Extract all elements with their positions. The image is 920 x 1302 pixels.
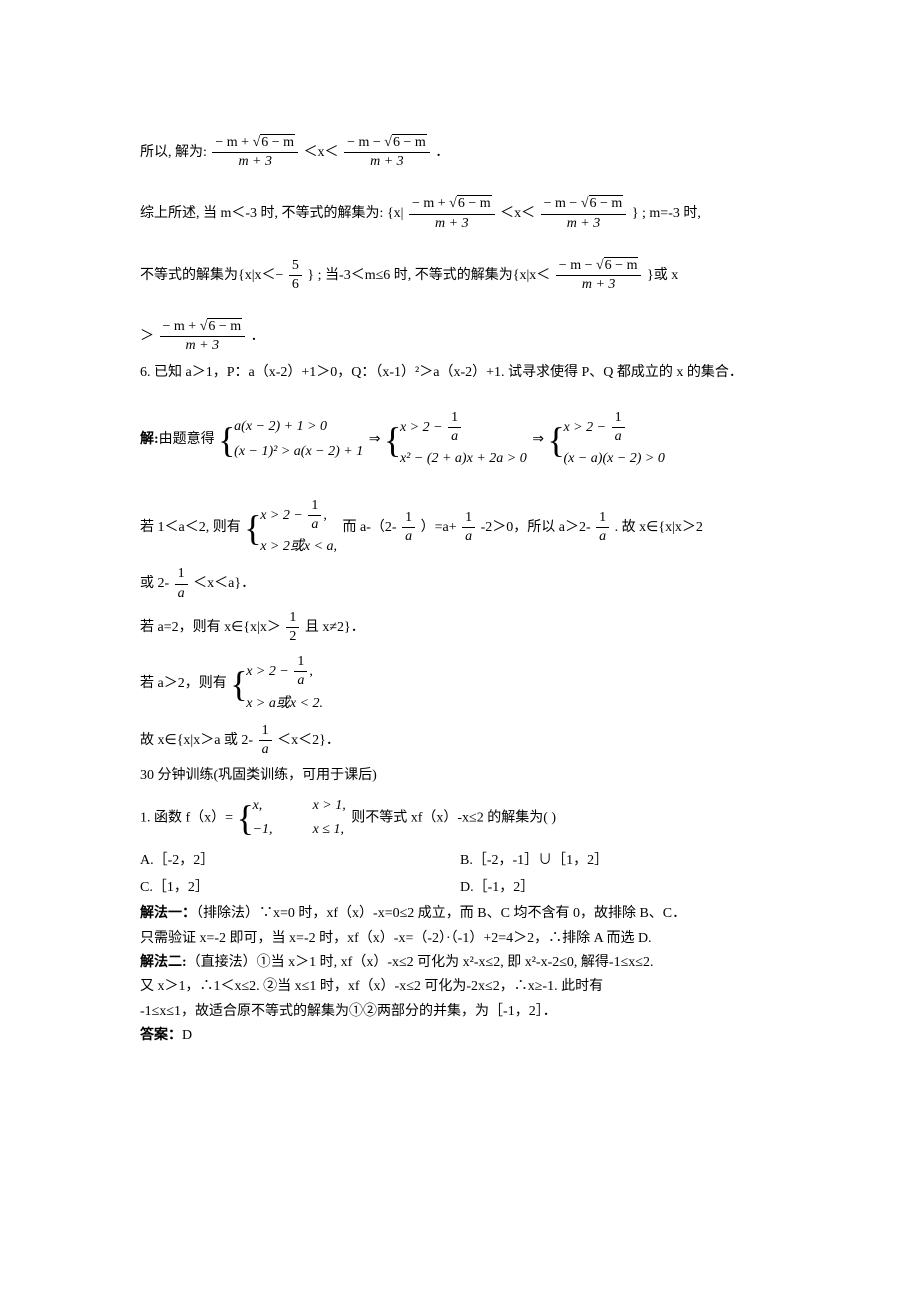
problem-6: 6. 已知 a＞1，P：a（x-2）+1＞0，Q：（x-1）²＞a（x-2）+1… <box>140 362 780 384</box>
para-summary-2: 不等式的解集为{x|x＜− 5 6 } ; 当-3＜m≤6 时, 不等式的解集为… <box>140 257 780 294</box>
fraction: − m − 6 − m m + 3 <box>556 257 642 294</box>
equation-system: x > 2 − 1a (x − a)(x − 2) > 0 <box>549 408 664 472</box>
fraction: − m + 6 − m m + 3 <box>409 195 495 232</box>
fraction: − m + 6 − m m + 3 <box>212 134 298 171</box>
text: ）=a+ <box>421 520 457 535</box>
piecewise: x,x > 1, −1,x ≤ 1, <box>239 794 346 843</box>
text: 综上所述, 当 m＜-3 时, 不等式的解集为: {x| <box>140 206 403 221</box>
answer-value: D <box>182 1028 192 1043</box>
case-1-cont: 或 2- 1a ＜x＜a}． <box>140 565 780 602</box>
text: -2＞0，所以 a＞2- <box>481 520 591 535</box>
case-2: 若 a=2，则有 x∈{x|x＞ 12 且 x≠2}． <box>140 609 780 646</box>
solution-2b: 又 x＞1，∴1＜x≤2. ②当 x≤1 时，xf（x）-x≤2 可化为-2x≤… <box>140 976 780 998</box>
text: ＜x＜ <box>500 206 535 221</box>
text: ＜x＜a}． <box>193 576 255 591</box>
option-c: C.［1，2］ <box>140 877 460 899</box>
options: A.［-2，2］ B.［-2，-1］∪［1，2］ C.［1，2］ D.［-1，2… <box>140 848 780 901</box>
text: 则不等式 xf（x）-x≤2 的解集为( ) <box>351 810 556 825</box>
text: . 故 x∈{x|x＞2 <box>615 520 703 535</box>
equation-system: x > 2 − 1a, x > a或x < 2. <box>232 652 323 716</box>
text: ＜x＜2}． <box>277 733 340 748</box>
text: 且 x≠2}． <box>305 620 365 635</box>
text: 若 a＞2，则有 <box>140 676 227 691</box>
arrow: ⇒ <box>369 432 384 447</box>
text: ＜x＜ <box>304 145 339 160</box>
text: ． <box>251 329 265 344</box>
text: ． <box>435 145 449 160</box>
text: 所以, 解为: <box>140 145 210 160</box>
option-b: B.［-2，-1］∪［1，2］ <box>460 850 780 872</box>
case-3: 若 a＞2，则有 x > 2 − 1a, x > a或x < 2. <box>140 652 780 716</box>
label-method-2: 解法二: <box>140 955 187 970</box>
text: }或 x <box>647 268 678 283</box>
para-summary-1: 综上所述, 当 m＜-3 时, 不等式的解集为: {x| − m + 6 − m… <box>140 195 780 232</box>
text: 不等式的解集为{x|x＜− <box>140 268 283 283</box>
page-content: 所以, 解为: − m + 6 − m m + 3 ＜x＜ − m − 6 − … <box>0 0 920 1130</box>
case-1: 若 1＜a＜2, 则有 x > 2 − 1a, x > 2或x < a, 而 a… <box>140 496 780 560</box>
label-method-1: 解法一： <box>140 906 196 921</box>
text: 或 2- <box>140 576 169 591</box>
text: （直接法）①当 x＞1 时, xf（x）-x≤2 可化为 x²-x≤2, 即 x… <box>187 955 654 970</box>
fraction: − m − 6 − m m + 3 <box>344 134 430 171</box>
equation-system: x > 2 − 1a x² − (2 + a)x + 2a > 0 <box>386 408 527 472</box>
text: ＞ <box>140 329 154 344</box>
solution-1b: 只需验证 x=-2 即可，当 x=-2 时，xf（x）-x=（-2）·（-1）+… <box>140 928 780 950</box>
label-solution: 解: <box>140 432 159 447</box>
solution-2c: -1≤x≤1，故适合原不等式的解集为①②两部分的并集，为［-1，2］． <box>140 1001 780 1023</box>
solution-1: 解法一：（排除法）∵x=0 时，xf（x）-x=0≤2 成立，而 B、C 均不含… <box>140 903 780 925</box>
answer: 答案：D <box>140 1025 780 1047</box>
fraction: − m − 6 − m m + 3 <box>541 195 627 232</box>
fraction: − m + 6 − m m + 3 <box>160 318 246 355</box>
solution-start: 解:由题意得 a(x − 2) + 1 > 0 (x − 1)² > a(x −… <box>140 408 780 472</box>
text: } ; 当-3＜m≤6 时, 不等式的解集为{x|x＜ <box>307 268 550 283</box>
question-1: 1. 函数 f（x）= x,x > 1, −1,x ≤ 1, 则不等式 xf（x… <box>140 794 780 843</box>
text: 而 a-（2- <box>343 520 397 535</box>
text: 由题意得 <box>159 432 215 447</box>
equation-system: x > 2 − 1a, x > 2或x < a, <box>246 496 337 560</box>
option-a: A.［-2，2］ <box>140 850 460 872</box>
para-summary-3: ＞ − m + 6 − m m + 3 ． <box>140 318 780 355</box>
text: 若 a=2，则有 x∈{x|x＞ <box>140 620 281 635</box>
para-solution-range: 所以, 解为: − m + 6 − m m + 3 ＜x＜ − m − 6 − … <box>140 134 780 171</box>
conclusion: 故 x∈{x|x＞a 或 2- 1a ＜x＜2}． <box>140 722 780 759</box>
text: 故 x∈{x|x＞a 或 2- <box>140 733 253 748</box>
text: （排除法）∵x=0 时，xf（x）-x=0≤2 成立，而 B、C 均不含有 0，… <box>196 906 686 921</box>
fraction: 5 6 <box>289 257 302 294</box>
text: 若 1＜a＜2, 则有 <box>140 520 241 535</box>
label-answer: 答案： <box>140 1028 182 1043</box>
equation-system: a(x − 2) + 1 > 0 (x − 1)² > a(x − 2) + 1 <box>220 415 363 464</box>
section-heading: 30 分钟训练(巩固类训练，可用于课后) <box>140 765 780 787</box>
arrow: ⇒ <box>532 432 547 447</box>
text: } ; m=-3 时, <box>632 206 701 221</box>
text: 1. 函数 f（x）= <box>140 810 233 825</box>
solution-2: 解法二:（直接法）①当 x＞1 时, xf（x）-x≤2 可化为 x²-x≤2,… <box>140 952 780 974</box>
option-d: D.［-1，2］ <box>460 877 780 899</box>
